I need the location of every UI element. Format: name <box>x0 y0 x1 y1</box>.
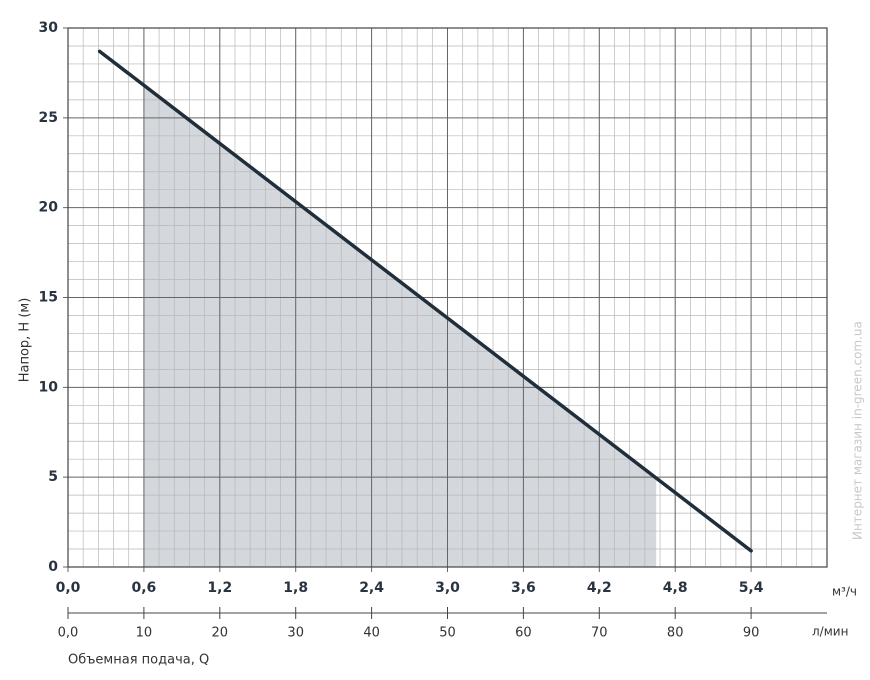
x-tick-label: 4,8 <box>663 580 688 596</box>
y-tick-label: 5 <box>48 469 58 485</box>
x-tick-label: 5,4 <box>739 580 764 596</box>
x-tick-label: 3,0 <box>435 580 460 596</box>
x2-tick-label: 90 <box>743 626 760 641</box>
x-tick-label: 4,2 <box>587 580 612 596</box>
watermark: Интернет магазин in-green.com.ua <box>851 321 865 540</box>
y-axis-label: Напор, H (м) <box>18 298 33 383</box>
x-tick-label: 1,2 <box>207 580 232 596</box>
y-tick-label: 0 <box>48 559 58 575</box>
x-tick-label: 0,0 <box>56 580 81 596</box>
x2-tick-label: 20 <box>212 626 229 641</box>
x2-tick-label: 30 <box>287 626 304 641</box>
x-tick-label: 2,4 <box>359 580 384 596</box>
x2-unit: л/мин <box>812 625 848 639</box>
plot-frame <box>67 27 828 568</box>
x2-tick-label: 60 <box>515 626 532 641</box>
x2-tick-label: 50 <box>439 626 456 641</box>
y-tick-label: 30 <box>39 20 59 36</box>
x2-tick-label: 80 <box>667 626 684 641</box>
x2-tick-label: 40 <box>363 626 380 641</box>
y-tick-label: 20 <box>39 200 59 216</box>
x-tick-label: 0,6 <box>131 580 156 596</box>
y-tick-label: 25 <box>39 110 58 126</box>
curve <box>97 49 753 553</box>
operating-range <box>143 85 657 567</box>
x2-tick-label: 10 <box>136 626 153 641</box>
x-tick-label: 3,6 <box>511 580 536 596</box>
x2-tick-label: 0,0 <box>58 626 79 641</box>
y-tick-label: 15 <box>39 290 58 306</box>
y-tick-label: 10 <box>39 379 59 395</box>
x-tick-label: 1,8 <box>283 580 308 596</box>
x-axis-label: Объемная подача, Q <box>68 653 209 668</box>
x2-tick-label: 70 <box>591 626 608 641</box>
x-unit: м³/ч <box>832 585 857 599</box>
